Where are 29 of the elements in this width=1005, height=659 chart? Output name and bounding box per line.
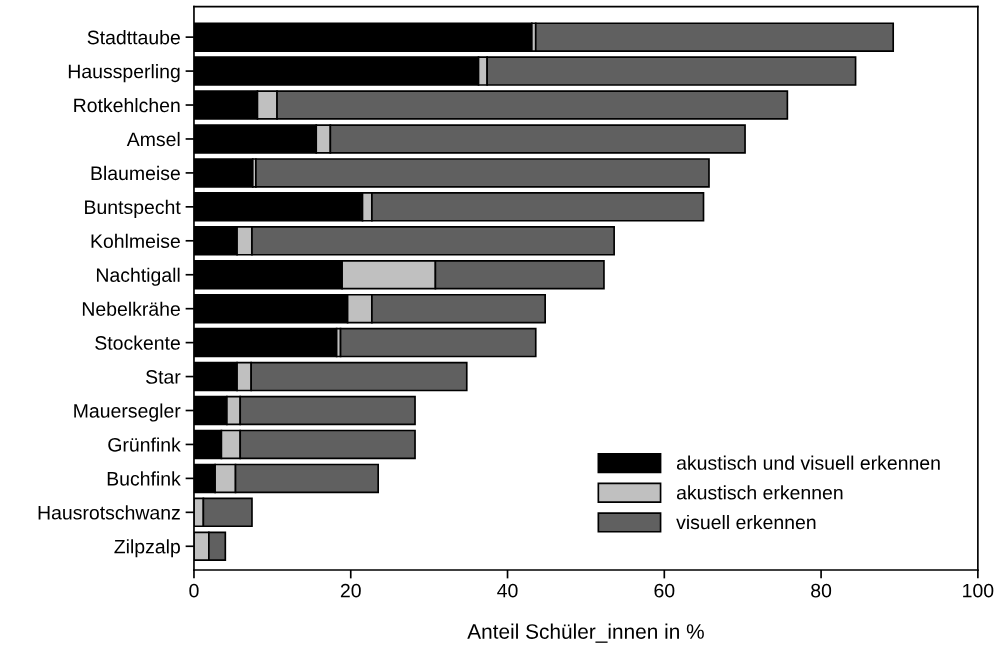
x-tick-label: 20: [340, 583, 361, 598]
y-tick-label: Buntspecht: [85, 199, 181, 218]
bar: [339, 327, 537, 358]
x-tick-label: 40: [497, 583, 518, 598]
x-tick-label: 80: [811, 583, 832, 598]
x-tick-label: 60: [654, 583, 675, 598]
y-tick-label: Blaumeise: [91, 165, 180, 181]
bar: [534, 22, 895, 52]
y-tick-label: Nebelkrähe: [82, 301, 180, 316]
y-tick-label: Nachtigall: [96, 267, 180, 286]
y-tick-label: Stadttaube: [87, 30, 180, 45]
y-tick-label: Kohlmeise: [91, 233, 180, 249]
x-tick-label: 0: [189, 583, 199, 598]
legend-label: akustisch und visuell erkennen: [676, 455, 940, 470]
y-tick-label: Buchfink: [107, 471, 181, 486]
y-tick-label: Grünfink: [108, 437, 181, 452]
y-tick-label: Haussperling: [68, 64, 180, 83]
y-tick-label: Star: [146, 370, 181, 384]
y-tick-label: Amsel: [126, 131, 180, 147]
y-tick-label: Rotkehlchen: [74, 97, 180, 113]
legend-label: visuell erkennen: [676, 514, 816, 530]
x-axis-title: Anteil Schüler_innen in %: [467, 623, 704, 643]
y-tick-label: Hausrotschwanz: [38, 505, 180, 520]
bar: [255, 158, 710, 188]
x-tick-label: 100: [963, 583, 994, 598]
y-tick-label: Mauersegler: [74, 403, 181, 422]
y-tick-label: Stockente: [95, 335, 180, 350]
legend-label: akustisch erkennen: [676, 485, 843, 500]
y-tick-label: Zilpzalp: [114, 539, 180, 558]
